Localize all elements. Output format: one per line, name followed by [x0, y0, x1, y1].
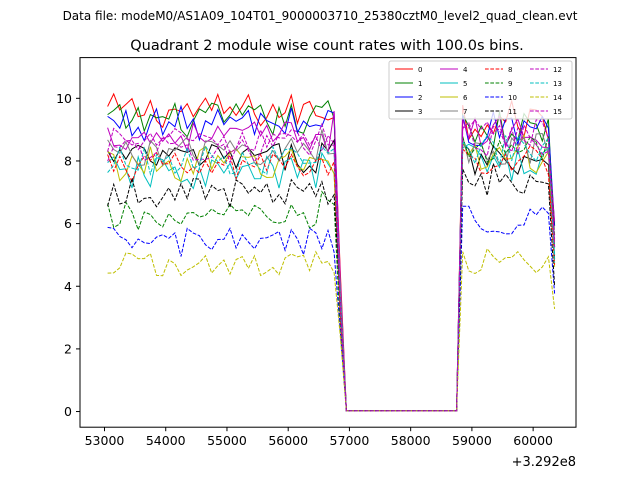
series-lines [107, 92, 556, 412]
legend-label: 9 [508, 80, 512, 88]
series-line-3 [107, 138, 556, 412]
series-line-14 [107, 247, 556, 412]
legend-label: 10 [508, 94, 517, 102]
x-tick-label: 57000 [330, 433, 370, 448]
x-tick-label: 59000 [452, 433, 492, 448]
x-tick-label: 56000 [268, 433, 308, 448]
legend-label: 1 [418, 80, 422, 88]
chart-suptitle: Data file: modeM0/AS1A09_104T01_90000037… [63, 9, 578, 23]
legend-label: 15 [553, 108, 562, 116]
series-line-13 [107, 134, 556, 412]
series-line-5 [107, 143, 556, 412]
legend-label: 4 [463, 66, 468, 74]
series-line-6 [107, 133, 556, 412]
legend-label: 13 [553, 80, 562, 88]
y-tick-label: 8 [64, 153, 72, 168]
y-tick-label: 0 [64, 404, 72, 419]
legend-label: 3 [418, 108, 422, 116]
legend-label: 5 [463, 80, 467, 88]
series-line-1 [107, 99, 556, 412]
series-line-8 [107, 145, 556, 412]
y-axis: 0 2 4 6 8 10 [56, 91, 80, 419]
legend-label: 8 [508, 66, 512, 74]
y-tick-label: 4 [64, 279, 72, 294]
legend-label: 11 [508, 108, 517, 116]
legend-label: 7 [463, 108, 467, 116]
series-line-4 [107, 110, 556, 412]
x-tick-label: 55000 [207, 433, 247, 448]
legend-box [388, 60, 573, 120]
series-line-2 [107, 104, 556, 412]
series-line-10 [107, 205, 556, 412]
x-tick-label: 53000 [85, 433, 125, 448]
y-tick-label: 10 [56, 91, 72, 106]
series-line-12 [107, 121, 556, 412]
legend-label: 12 [553, 66, 562, 74]
y-tick-label: 2 [64, 341, 72, 356]
x-offset-label: +3.292e8 [512, 455, 576, 470]
x-tick-label: 54000 [146, 433, 186, 448]
legend-label: 14 [553, 94, 562, 102]
legend-label: 6 [463, 94, 468, 102]
series-line-9 [107, 135, 556, 412]
legend-label: 2 [418, 94, 422, 102]
legend-label: 0 [418, 66, 422, 74]
y-tick-label: 6 [64, 216, 72, 231]
x-tick-label: 60000 [513, 433, 553, 448]
chart-title: Quadrant 2 module wise count rates with … [130, 38, 524, 54]
plot-frame [79, 57, 577, 428]
x-tick-label: 58000 [391, 433, 431, 448]
series-line-11 [107, 163, 556, 412]
x-axis: 53000 54000 55000 56000 57000 58000 59000 60000 [85, 427, 553, 448]
